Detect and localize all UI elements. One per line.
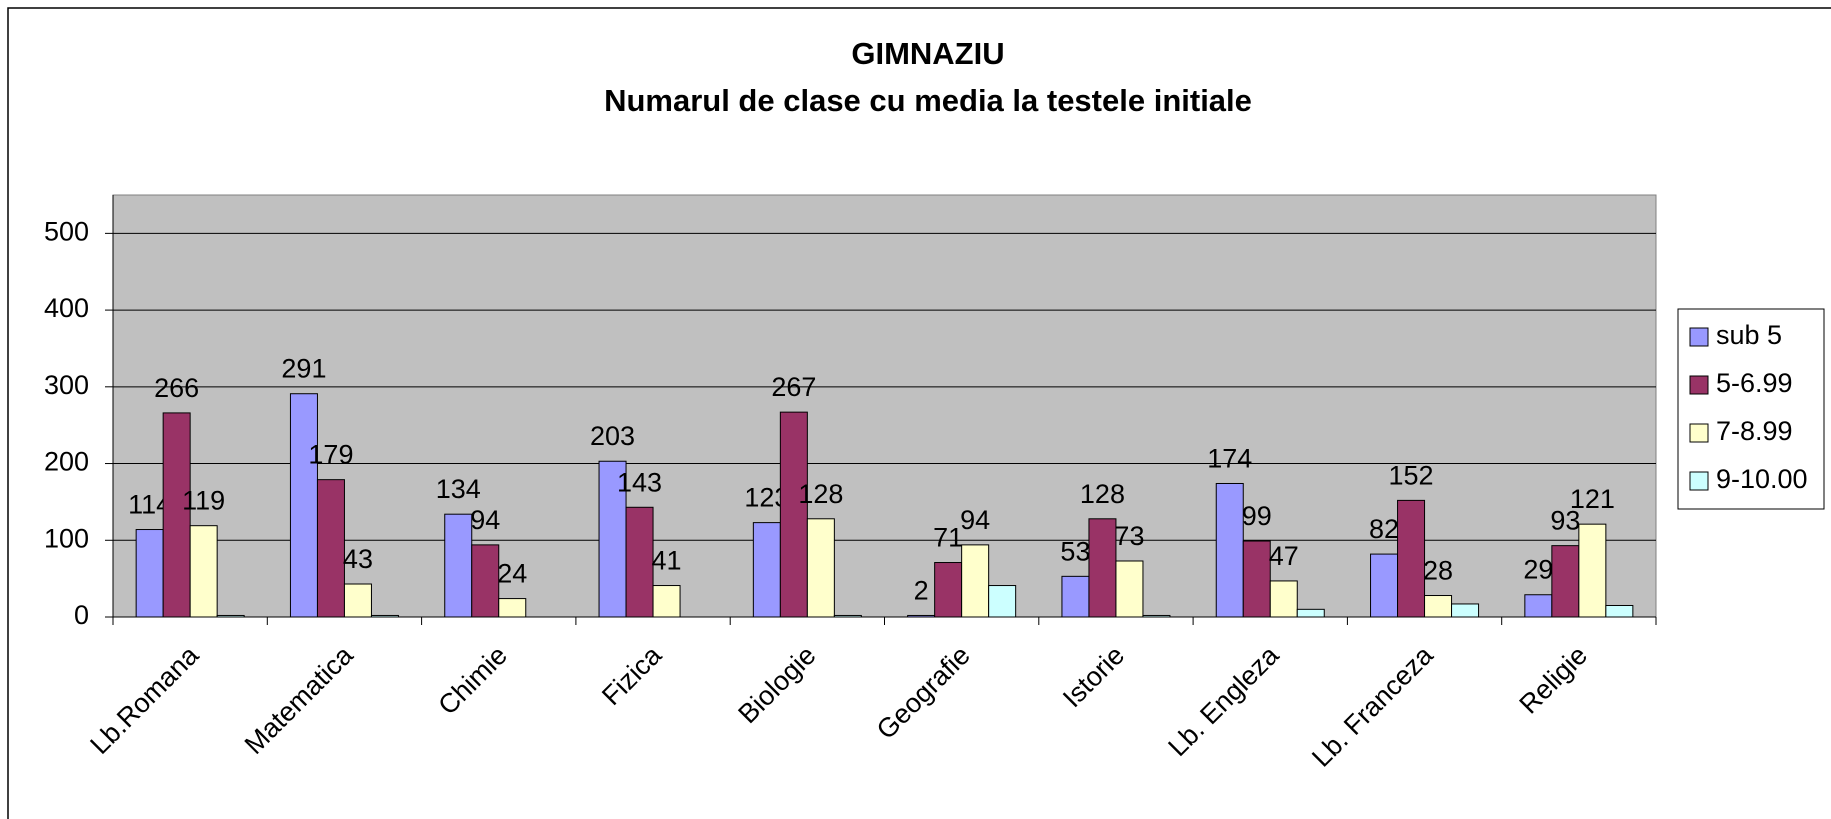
legend-swatch <box>1689 471 1709 491</box>
data-label: 24 <box>497 559 527 589</box>
data-label: 73 <box>1114 521 1144 551</box>
bar <box>498 598 527 618</box>
y-tick-label: 300 <box>44 370 89 400</box>
data-label: 174 <box>1207 443 1252 473</box>
y-tick-label: 500 <box>44 216 89 246</box>
legend-label: sub 5 <box>1716 320 1782 350</box>
data-label: 71 <box>933 523 963 553</box>
data-label: 53 <box>1060 536 1090 566</box>
data-label: 28 <box>1423 556 1453 586</box>
data-label: 128 <box>1080 479 1125 509</box>
data-label: 93 <box>1550 506 1580 536</box>
bar <box>444 513 473 618</box>
bar <box>1370 553 1399 618</box>
bar <box>370 614 399 618</box>
data-label: 29 <box>1523 555 1553 585</box>
bar <box>1578 523 1607 618</box>
bar <box>289 393 318 618</box>
bar <box>1215 482 1244 618</box>
bar <box>806 518 835 618</box>
legend-swatch <box>1689 375 1709 395</box>
data-label: 94 <box>960 505 990 535</box>
bar <box>189 525 218 618</box>
bar <box>1115 560 1144 618</box>
data-label: 266 <box>154 373 199 403</box>
bar <box>1296 608 1325 618</box>
bar <box>961 544 990 618</box>
bar <box>1088 518 1117 618</box>
bar <box>1605 604 1634 618</box>
data-label: 2 <box>914 575 929 605</box>
bar <box>1269 580 1298 618</box>
bar <box>471 544 500 618</box>
bar <box>907 614 936 618</box>
legend-label: 9-10.00 <box>1716 464 1808 494</box>
data-label: 47 <box>1269 541 1299 571</box>
data-label: 203 <box>590 421 635 451</box>
y-tick-label: 200 <box>44 447 89 477</box>
bar <box>625 506 654 618</box>
data-label: 99 <box>1242 501 1272 531</box>
data-label: 119 <box>182 486 225 516</box>
bar <box>1424 595 1453 618</box>
bar <box>598 460 627 618</box>
bar <box>652 585 681 618</box>
bar <box>135 529 164 618</box>
data-label: 152 <box>1389 460 1434 490</box>
bar <box>343 583 372 618</box>
chart-title: GIMNAZIU <box>851 36 1004 71</box>
bar <box>316 479 345 618</box>
bar <box>833 614 862 618</box>
data-label: 134 <box>436 474 481 504</box>
legend-swatch <box>1689 423 1709 443</box>
bar <box>1451 603 1480 618</box>
bar <box>1524 594 1553 618</box>
data-label: 94 <box>470 505 500 535</box>
data-label: 82 <box>1369 514 1399 544</box>
bar <box>1551 545 1580 618</box>
bar <box>1242 540 1271 618</box>
bar <box>1397 499 1426 618</box>
data-label: 128 <box>798 479 843 509</box>
data-label: 179 <box>308 440 353 470</box>
y-tick-label: 400 <box>44 293 89 323</box>
legend-swatch <box>1689 327 1709 347</box>
bar <box>162 412 191 618</box>
bar <box>216 614 245 618</box>
data-label: 41 <box>652 546 682 576</box>
bar <box>779 411 808 618</box>
legend-label: 7-8.99 <box>1716 416 1793 446</box>
data-label: 143 <box>617 467 662 497</box>
data-label: 291 <box>281 354 326 384</box>
chart-subtitle: Numarul de clase cu media la testele ini… <box>604 83 1252 118</box>
data-label: 43 <box>343 544 373 574</box>
bar <box>1061 575 1090 618</box>
data-label: 121 <box>1570 484 1615 514</box>
y-tick-label: 100 <box>44 523 89 553</box>
bar <box>934 562 963 618</box>
data-label: 267 <box>771 372 816 402</box>
bar <box>988 585 1017 618</box>
legend-label: 5-6.99 <box>1716 368 1793 398</box>
y-tick-label: 0 <box>74 600 89 630</box>
bar <box>1142 614 1171 618</box>
bar <box>752 522 781 618</box>
